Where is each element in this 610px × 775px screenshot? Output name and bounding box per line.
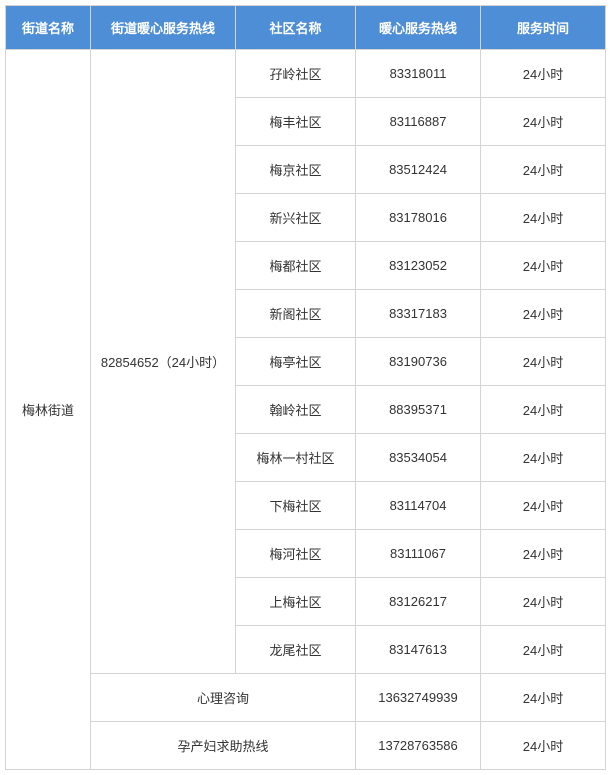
- service-time-cell: 24小时: [481, 722, 606, 770]
- header-hotline: 暖心服务热线: [356, 6, 481, 50]
- service-time-cell: 24小时: [481, 434, 606, 482]
- community-hotline-cell: 83116887: [356, 98, 481, 146]
- community-name-cell: 上梅社区: [236, 578, 356, 626]
- community-hotline-cell: 83512424: [356, 146, 481, 194]
- community-hotline-cell: 83178016: [356, 194, 481, 242]
- community-hotline-cell: 83114704: [356, 482, 481, 530]
- service-time-cell: 24小时: [481, 50, 606, 98]
- community-hotline-cell: 83534054: [356, 434, 481, 482]
- community-name-cell: 梅河社区: [236, 530, 356, 578]
- community-hotline-cell: 88395371: [356, 386, 481, 434]
- header-street-hotline: 街道暖心服务热线: [91, 6, 236, 50]
- community-name-cell: 梅都社区: [236, 242, 356, 290]
- service-time-cell: 24小时: [481, 98, 606, 146]
- service-time-cell: 24小时: [481, 290, 606, 338]
- community-name-cell: 新阁社区: [236, 290, 356, 338]
- service-time-cell: 24小时: [481, 626, 606, 674]
- community-name-cell: 梅亭社区: [236, 338, 356, 386]
- community-name-cell: 龙尾社区: [236, 626, 356, 674]
- community-hotline-cell: 83147613: [356, 626, 481, 674]
- community-name-cell: 梅京社区: [236, 146, 356, 194]
- header-row: 街道名称 街道暖心服务热线 社区名称 暖心服务热线 服务时间: [6, 6, 606, 50]
- street-hotline-cell: 82854652（24小时）: [91, 50, 236, 674]
- service-time-cell: 24小时: [481, 530, 606, 578]
- table-row: 心理咨询1363274993924小时: [6, 674, 606, 722]
- service-time-cell: 24小时: [481, 338, 606, 386]
- table-row: 孕产妇求助热线1372876358624小时: [6, 722, 606, 770]
- community-hotline-cell: 83123052: [356, 242, 481, 290]
- header-service-time: 服务时间: [481, 6, 606, 50]
- table-body: 梅林街道82854652（24小时）孖岭社区8331801124小时梅丰社区83…: [6, 50, 606, 770]
- community-hotline-cell: 83318011: [356, 50, 481, 98]
- street-name-cell: 梅林街道: [6, 50, 91, 770]
- extra-label-cell: 心理咨询: [91, 674, 356, 722]
- community-hotline-cell: 83190736: [356, 338, 481, 386]
- community-hotline-cell: 83111067: [356, 530, 481, 578]
- hotline-table: 街道名称 街道暖心服务热线 社区名称 暖心服务热线 服务时间 梅林街道82854…: [5, 5, 606, 770]
- header-street-name: 街道名称: [6, 6, 91, 50]
- service-time-cell: 24小时: [481, 194, 606, 242]
- service-time-cell: 24小时: [481, 386, 606, 434]
- service-time-cell: 24小时: [481, 242, 606, 290]
- community-name-cell: 孖岭社区: [236, 50, 356, 98]
- community-hotline-cell: 83317183: [356, 290, 481, 338]
- table-row: 梅林街道82854652（24小时）孖岭社区8331801124小时: [6, 50, 606, 98]
- community-name-cell: 下梅社区: [236, 482, 356, 530]
- community-name-cell: 翰岭社区: [236, 386, 356, 434]
- service-time-cell: 24小时: [481, 674, 606, 722]
- extra-hotline-cell: 13632749939: [356, 674, 481, 722]
- community-name-cell: 梅林一村社区: [236, 434, 356, 482]
- header-community-name: 社区名称: [236, 6, 356, 50]
- extra-label-cell: 孕产妇求助热线: [91, 722, 356, 770]
- community-hotline-cell: 83126217: [356, 578, 481, 626]
- service-time-cell: 24小时: [481, 482, 606, 530]
- service-time-cell: 24小时: [481, 578, 606, 626]
- service-time-cell: 24小时: [481, 146, 606, 194]
- extra-hotline-cell: 13728763586: [356, 722, 481, 770]
- community-name-cell: 新兴社区: [236, 194, 356, 242]
- community-name-cell: 梅丰社区: [236, 98, 356, 146]
